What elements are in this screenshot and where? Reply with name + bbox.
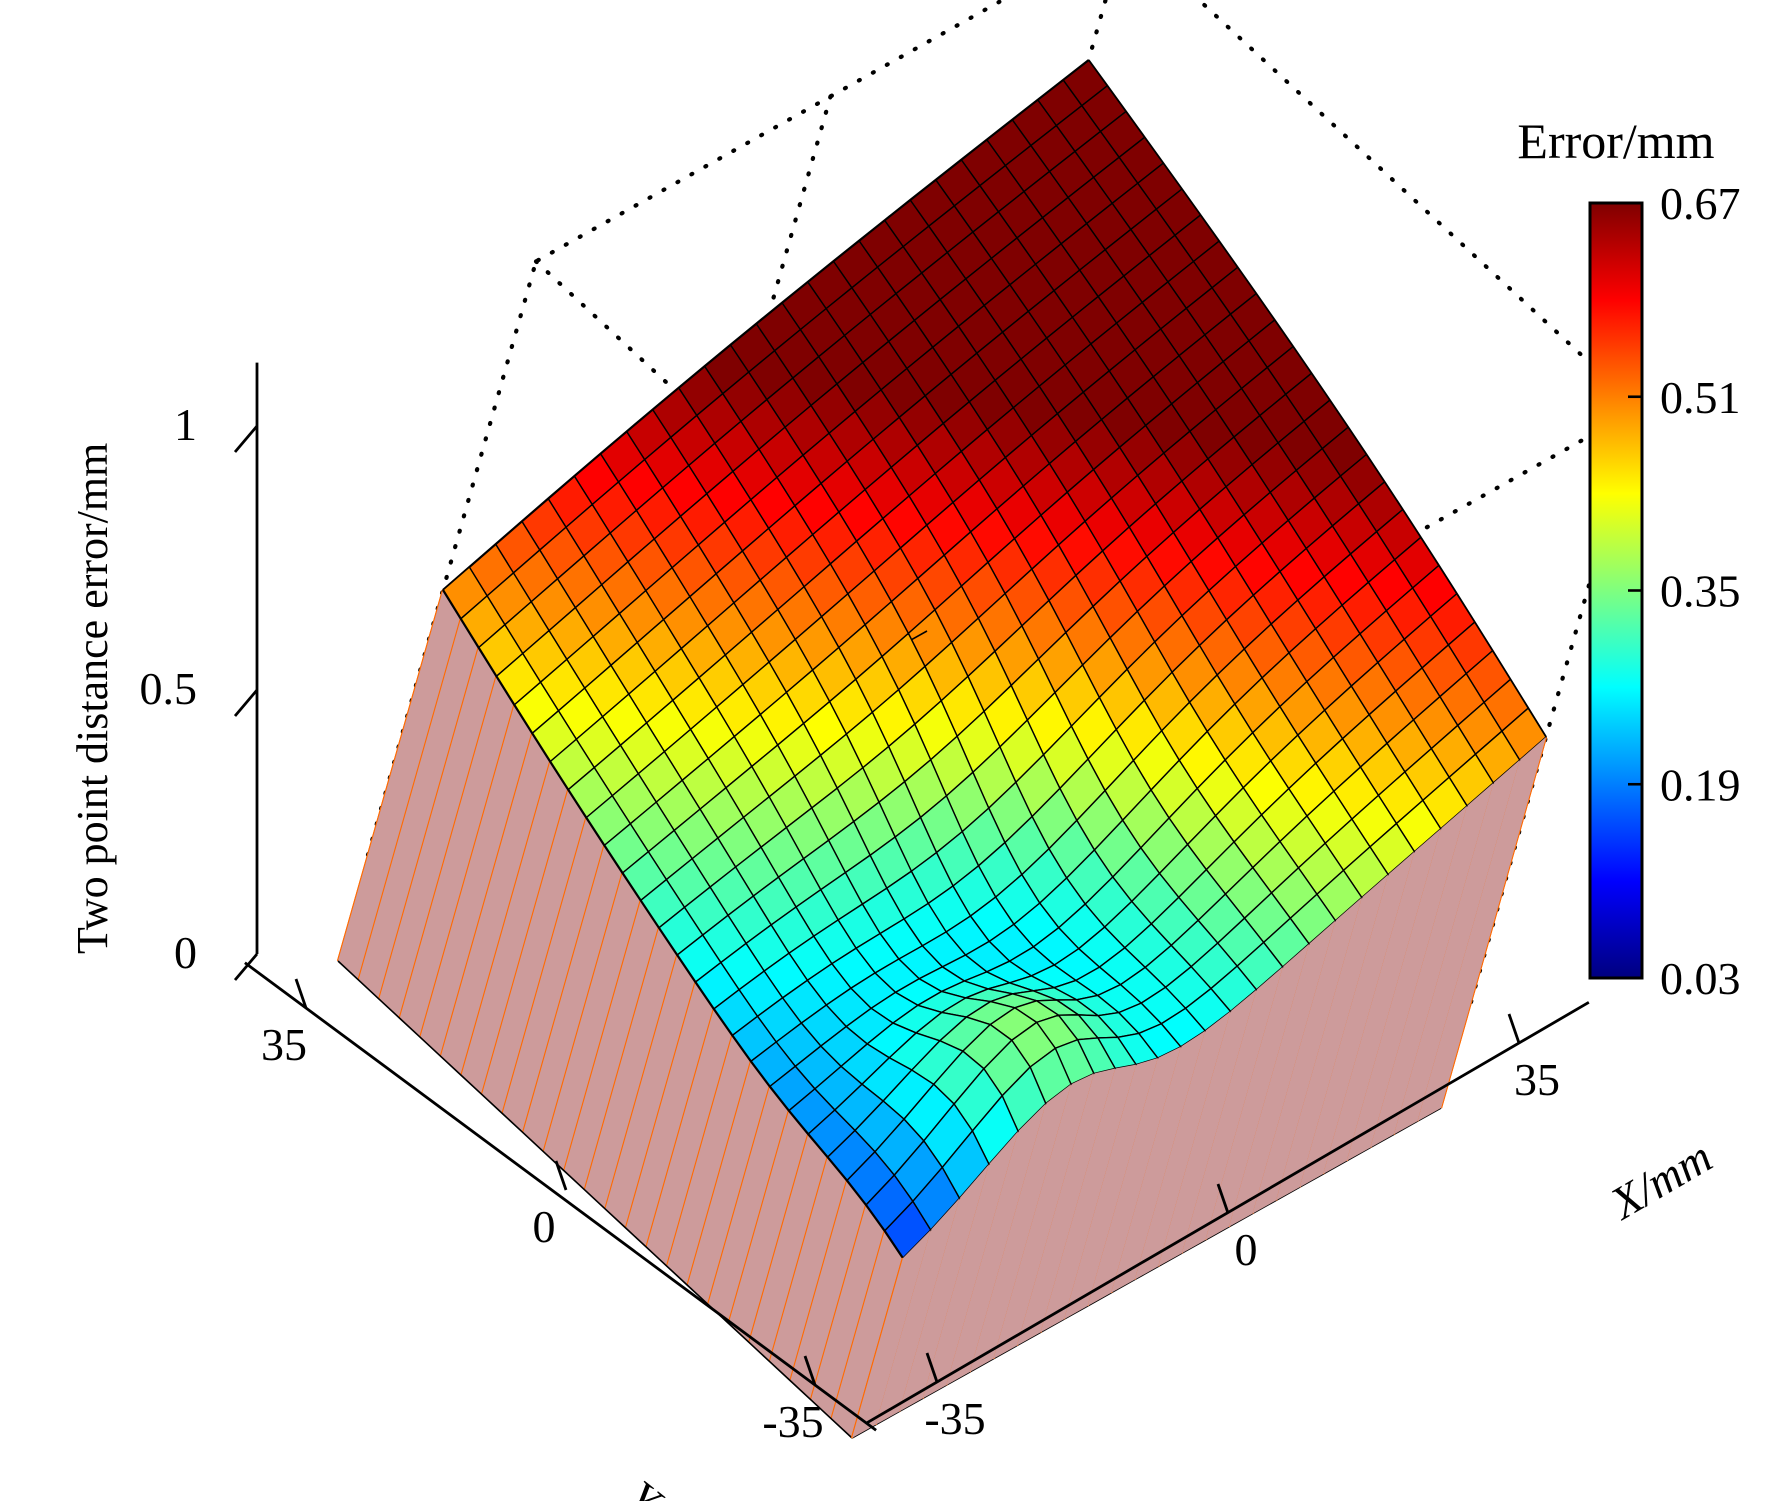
svg-text:0.5: 0.5 — [140, 663, 198, 714]
svg-text:0.03: 0.03 — [1660, 953, 1741, 1004]
svg-text:0: 0 — [1235, 1224, 1258, 1275]
svg-text:0.35: 0.35 — [1660, 566, 1741, 617]
svg-text:0: 0 — [533, 1201, 556, 1252]
svg-text:35: 35 — [261, 1019, 307, 1070]
svg-text:Error/mm: Error/mm — [1517, 113, 1714, 169]
svg-text:0.67: 0.67 — [1660, 178, 1741, 229]
svg-text:0.19: 0.19 — [1660, 759, 1741, 810]
svg-text:0: 0 — [174, 927, 197, 978]
svg-text:Two point distance error/mm: Two point distance error/mm — [68, 443, 117, 954]
svg-text:0.51: 0.51 — [1660, 372, 1741, 423]
svg-text:-35: -35 — [762, 1396, 823, 1447]
svg-text:1: 1 — [174, 399, 197, 450]
svg-text:-35: -35 — [924, 1393, 985, 1444]
svg-text:35: 35 — [1514, 1054, 1560, 1105]
